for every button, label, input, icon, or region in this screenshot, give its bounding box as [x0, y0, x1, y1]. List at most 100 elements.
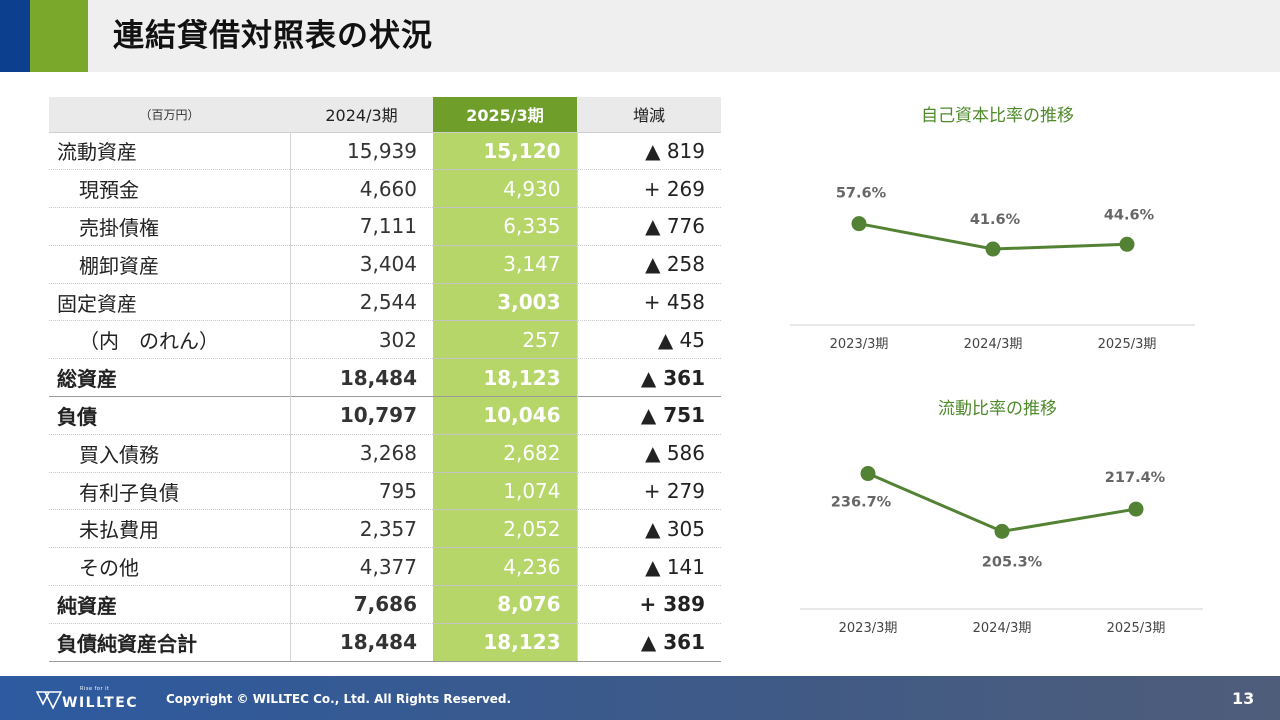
current-year-value: 2,052	[433, 509, 577, 549]
prev-year-value: 18,484	[289, 358, 433, 398]
table-row: 負債純資産合計 18,484 18,123 ▲ 361	[49, 623, 721, 662]
prev-year-value: 15,939	[289, 132, 433, 171]
data-point	[985, 241, 1001, 257]
change-value: ▲ 361	[576, 358, 721, 398]
table-row: その他 4,377 4,236 ▲ 141	[49, 547, 721, 587]
prev-year-value: 18,484	[289, 623, 433, 662]
table-row: 負債 10,797 10,046 ▲ 751	[49, 396, 721, 435]
table-row: 固定資産 2,544 3,003 + 458	[49, 283, 721, 322]
change-value: ▲ 45	[576, 320, 721, 360]
prev-year-value: 10,797	[289, 396, 433, 435]
row-label: 棚卸資産	[49, 245, 290, 284]
change-value: ▲ 141	[576, 547, 721, 587]
header-accent-blue	[0, 0, 30, 72]
change-value: ▲ 751	[576, 396, 721, 435]
page-title: 連結貸借対照表の状況	[113, 18, 433, 54]
logo-name: WILLTEC	[62, 695, 139, 711]
row-label: 現預金	[49, 169, 290, 209]
prev-year-value: 7,111	[289, 207, 433, 246]
change-value: ▲ 305	[576, 509, 721, 549]
data-label: 236.7%	[831, 495, 892, 511]
change-value: ▲ 776	[576, 207, 721, 246]
prev-year-value: 2,544	[289, 283, 433, 322]
change-value: ▲ 361	[576, 623, 721, 662]
current-year-value: 10,046	[433, 396, 577, 435]
footer-bar: Rise for it WILLTEC Copyright © WILLTEC …	[0, 676, 1280, 720]
row-label: 純資産	[49, 585, 290, 624]
prev-year-value: 7,686	[289, 585, 433, 624]
x-tick-label: 2023/3期	[830, 337, 889, 352]
table-row: 棚卸資産 3,404 3,147 ▲ 258	[49, 245, 721, 284]
unit-header: （百万円）	[49, 97, 290, 133]
prev-year-value: 3,268	[289, 434, 433, 473]
data-label: 44.6%	[1104, 207, 1155, 223]
header-accent-green	[30, 0, 88, 72]
table-row: 買入債務 3,268 2,682 ▲ 586	[49, 434, 721, 473]
table-row: （内 のれん） 302 257 ▲ 45	[49, 320, 721, 360]
current-year-value: 3,147	[433, 245, 577, 284]
row-label: （内 のれん）	[49, 320, 290, 360]
x-tick-label: 2025/3期	[1098, 337, 1157, 352]
logo-tagline: Rise for it	[80, 686, 110, 692]
equity-ratio-chart: 57.6% 41.6% 44.6% 2023/3期 2024/3期 2025/3期	[790, 186, 1195, 352]
data-label: 57.6%	[836, 186, 887, 202]
balance-sheet-table: （百万円） 2024/3期 2025/3期 増減 流動資産 15,939 15,12…	[49, 97, 721, 662]
data-label: 217.4%	[1105, 470, 1166, 486]
page-number: 13	[1232, 689, 1255, 708]
change-value: ▲ 586	[576, 434, 721, 473]
current-year-value: 8,076	[433, 585, 577, 624]
data-point	[1119, 236, 1135, 252]
data-label: 205.3%	[982, 554, 1043, 570]
current-year-value: 1,074	[433, 472, 577, 511]
data-point	[860, 466, 876, 482]
x-tick-label: 2024/3期	[973, 621, 1032, 636]
row-label: 売掛債権	[49, 207, 290, 246]
row-label: その他	[49, 547, 290, 587]
table-row: 売掛債権 7,111 6,335 ▲ 776	[49, 207, 721, 246]
change-header: 増減	[577, 97, 721, 133]
logo-mark-icon	[36, 691, 62, 710]
change-value: ▲ 819	[576, 132, 721, 171]
table-header-row: （百万円） 2024/3期 2025/3期 増減	[49, 97, 721, 133]
current-year-value: 4,236	[433, 547, 577, 587]
row-label: 有利子負債	[49, 472, 290, 511]
data-point	[1128, 501, 1144, 517]
row-label: 負債純資産合計	[49, 623, 290, 662]
current-year-value: 6,335	[433, 207, 577, 246]
copyright-text: Copyright © WILLTEC Co., Ltd. All Rights…	[166, 692, 512, 706]
change-value: + 389	[576, 585, 721, 624]
current-year-value: 15,120	[433, 132, 577, 171]
current-ratio-chart: 236.7% 205.3% 217.4% 2023/3期 2024/3期 2025/3期	[800, 466, 1203, 636]
table-row: 有利子負債 795 1,074 + 279	[49, 472, 721, 511]
current-year-value: 2,682	[433, 434, 577, 473]
prev-year-value: 795	[289, 472, 433, 511]
row-label: 流動資産	[49, 132, 290, 171]
x-tick-label: 2023/3期	[839, 621, 898, 636]
series-line	[867, 472, 1137, 533]
table-row: 未払費用 2,357 2,052 ▲ 305	[49, 509, 721, 549]
row-label: 固定資産	[49, 283, 290, 322]
current-year-value: 4,930	[433, 169, 577, 209]
x-tick-label: 2024/3期	[964, 337, 1023, 352]
current-year-header: 2025/3期	[433, 97, 577, 133]
prev-year-value: 302	[289, 320, 433, 360]
current-year-value: 257	[433, 320, 577, 360]
prev-year-value: 4,377	[289, 547, 433, 587]
table-row: 純資産 7,686 8,076 + 389	[49, 585, 721, 624]
data-point	[994, 523, 1010, 539]
prev-year-value: 2,357	[289, 509, 433, 549]
data-label: 41.6%	[970, 212, 1021, 228]
row-label: 買入債務	[49, 434, 290, 473]
change-value: + 279	[576, 472, 721, 511]
table-row: 総資産 18,484 18,123 ▲ 361	[49, 358, 721, 398]
table-body: 流動資産 15,939 15,120 ▲ 819 現預金 4,660 4,930 + 269 売…	[49, 132, 721, 662]
current-ratio-chart-title: 流動比率の推移	[938, 399, 1057, 419]
change-value: + 458	[576, 283, 721, 322]
prev-year-value: 4,660	[289, 169, 433, 209]
change-value: ▲ 258	[576, 245, 721, 284]
x-tick-label: 2025/3期	[1107, 621, 1166, 636]
table-row: 現預金 4,660 4,930 + 269	[49, 169, 721, 209]
equity-ratio-chart-title: 自己資本比率の推移	[921, 106, 1074, 126]
current-year-value: 18,123	[433, 623, 577, 662]
prev-year-value: 3,404	[289, 245, 433, 284]
